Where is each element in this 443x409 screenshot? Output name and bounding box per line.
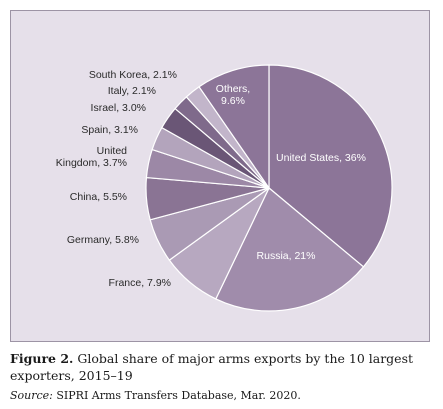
pie-chart: United States, 36% Russia, 21% France, 7.9… <box>56 64 393 312</box>
figure-caption-text: Global share of major arms exports by th… <box>10 351 414 383</box>
slice-label: United Kingdom, 3.7% <box>56 145 127 169</box>
slice-label: France, 7.9% <box>109 277 171 289</box>
chart-panel: United States, 36% Russia, 21% France, 7.9… <box>10 10 430 342</box>
pie-slice <box>215 187 365 312</box>
pie-slice <box>198 64 270 190</box>
slice-label: Italy, 2.1% <box>108 85 156 97</box>
slice-label: Russia, 21% <box>257 250 316 262</box>
slice-label: Germany, 5.8% <box>67 234 139 246</box>
slice-label: United States, 36% <box>276 152 366 164</box>
figure-caption: Figure 2. Global share of major arms exp… <box>10 350 435 384</box>
figure-source: Source: SIPRI Arms Transfers Database, M… <box>10 389 435 402</box>
slice-label: Israel, 3.0% <box>91 102 146 114</box>
figure-label: Figure 2. <box>10 351 74 366</box>
slice-label: China, 5.5% <box>70 191 127 203</box>
slice-label: South Korea, 2.1% <box>89 69 177 81</box>
slice-label: Others, 9.6% <box>216 83 250 107</box>
slice-label: Spain, 3.1% <box>81 124 138 136</box>
source-text: SIPRI Arms Transfers Database, Mar. 2020… <box>52 389 301 402</box>
source-label: Source: <box>10 389 53 402</box>
pie-slice <box>268 64 393 268</box>
